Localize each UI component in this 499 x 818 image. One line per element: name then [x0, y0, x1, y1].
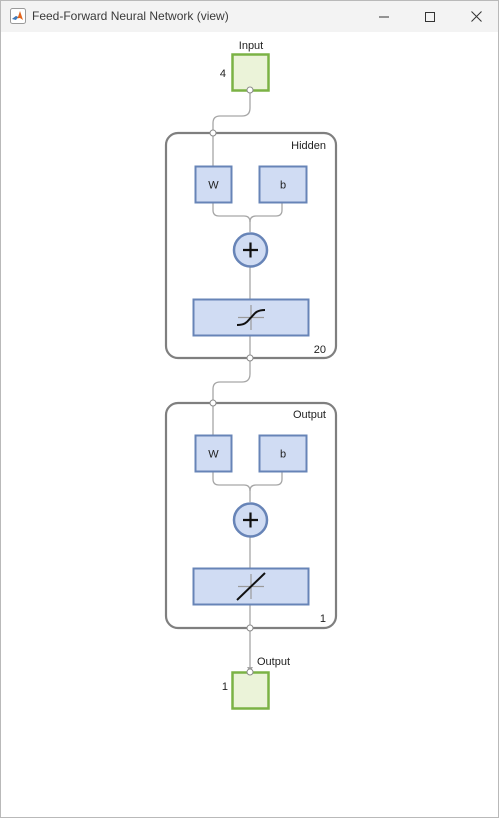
- plus-icon: [243, 512, 258, 528]
- output-in-port: [246, 668, 254, 676]
- plus-icon: [243, 242, 258, 258]
- output-weight-label: W: [208, 449, 219, 461]
- network-diagram: Input 4 Hidden 20 W b: [1, 32, 498, 817]
- output-bias-block[interactable]: [258, 434, 308, 473]
- wire-hidden-to-output: [212, 358, 251, 403]
- minimize-icon: [379, 16, 389, 17]
- purelin-icon: [236, 572, 266, 601]
- wire-input-to-hidden: [212, 90, 251, 133]
- wire-hidden-b-to-sum: [249, 203, 283, 223]
- minimize-button[interactable]: [361, 1, 407, 32]
- title-bar: Feed-Forward Neural Network (view): [1, 1, 498, 32]
- output-weight-block[interactable]: [194, 434, 233, 473]
- hidden-layer-size: 20: [314, 344, 326, 356]
- hidden-sum-node[interactable]: [232, 232, 269, 268]
- wire-output-w-to-sum: [212, 472, 251, 502]
- input-node[interactable]: [231, 53, 270, 92]
- matlab-icon: [10, 8, 26, 24]
- maximize-icon: [425, 11, 435, 22]
- output-node[interactable]: [231, 671, 270, 710]
- output-layer-out-port: [246, 624, 254, 632]
- hidden-bias-label: b: [280, 180, 286, 192]
- close-button[interactable]: [453, 1, 499, 32]
- hidden-out-port: [246, 354, 254, 362]
- output-layer-in-port: [209, 399, 217, 407]
- output-layer-label: Output: [293, 409, 326, 421]
- hidden-bias-block[interactable]: [258, 165, 308, 204]
- output-bias-label: b: [280, 449, 286, 461]
- wire-hidden-w-to-sum: [212, 203, 251, 232]
- tansig-icon: [236, 305, 266, 330]
- hidden-weight-block[interactable]: [194, 165, 233, 204]
- output-layer-size: 1: [320, 613, 326, 625]
- maximize-button[interactable]: [407, 1, 453, 32]
- hidden-in-port: [209, 129, 217, 137]
- hidden-weight-label: W: [208, 180, 219, 192]
- network-diagram-svg: Input 4 Hidden 20 W b: [164, 40, 338, 710]
- close-icon: [470, 11, 482, 22]
- output-size: 1: [222, 681, 228, 693]
- input-port: [246, 86, 254, 94]
- wire-output-b-to-sum: [249, 472, 283, 492]
- connection-wires: [212, 90, 283, 669]
- window-title: Feed-Forward Neural Network (view): [32, 9, 229, 23]
- output-label: Output: [257, 656, 290, 668]
- output-sum-node[interactable]: [232, 502, 269, 538]
- input-size: 4: [220, 68, 226, 80]
- hidden-layer-label: Hidden: [291, 140, 326, 152]
- input-label: Input: [239, 40, 263, 52]
